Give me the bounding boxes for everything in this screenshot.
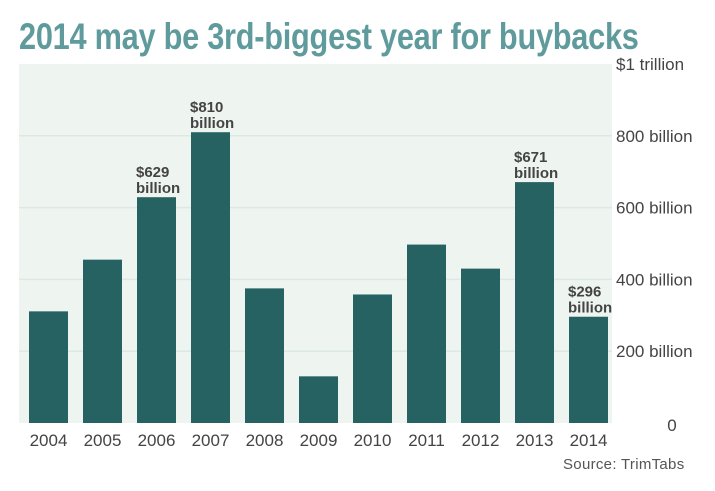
x-tick-label: 2014 (570, 431, 608, 450)
data-label: $296 (568, 284, 601, 301)
y-tick-label: 400 billion (616, 270, 693, 289)
x-tick-label: 2008 (246, 431, 284, 450)
x-tick-label: 2007 (192, 431, 230, 450)
y-tick-label: 600 billion (616, 199, 693, 218)
bar-2010 (353, 294, 392, 423)
data-label: $810 (190, 99, 223, 116)
bar-2011 (407, 244, 446, 423)
x-tick-label: 2006 (138, 431, 176, 450)
y-tick-label: $1 trillion (616, 55, 684, 74)
x-tick-label: 2005 (84, 431, 122, 450)
x-tick-label: 2012 (462, 431, 500, 450)
bar-2009 (299, 376, 338, 423)
data-label: billion (514, 165, 558, 182)
x-tick-label: 2011 (408, 431, 445, 450)
x-tick-label: 2010 (354, 431, 392, 450)
y-tick-label: 800 billion (616, 127, 693, 146)
x-tick-label: 2004 (30, 431, 68, 450)
data-label: $671 (514, 149, 547, 166)
data-label: $629 (136, 164, 169, 181)
x-tick-label: 2013 (516, 431, 554, 450)
x-tick-label: 2009 (300, 431, 338, 450)
bar-2006 (137, 197, 176, 423)
y-tick-label: 200 billion (616, 342, 693, 361)
bar-2012 (461, 268, 500, 423)
data-label: billion (136, 180, 180, 197)
bar-2005 (83, 259, 122, 423)
data-label: billion (568, 300, 612, 317)
source-note: Source: TrimTabs (563, 456, 685, 473)
bar-2014 (569, 316, 608, 423)
bar-2004 (29, 311, 68, 423)
chart-title: 2014 may be 3rd-biggest year for buyback… (19, 16, 639, 57)
bar-2008 (245, 288, 284, 423)
bar-2007 (191, 132, 230, 423)
y-tick-label: 0 (667, 416, 676, 435)
data-label: billion (190, 115, 234, 132)
bar-2013 (515, 182, 554, 423)
